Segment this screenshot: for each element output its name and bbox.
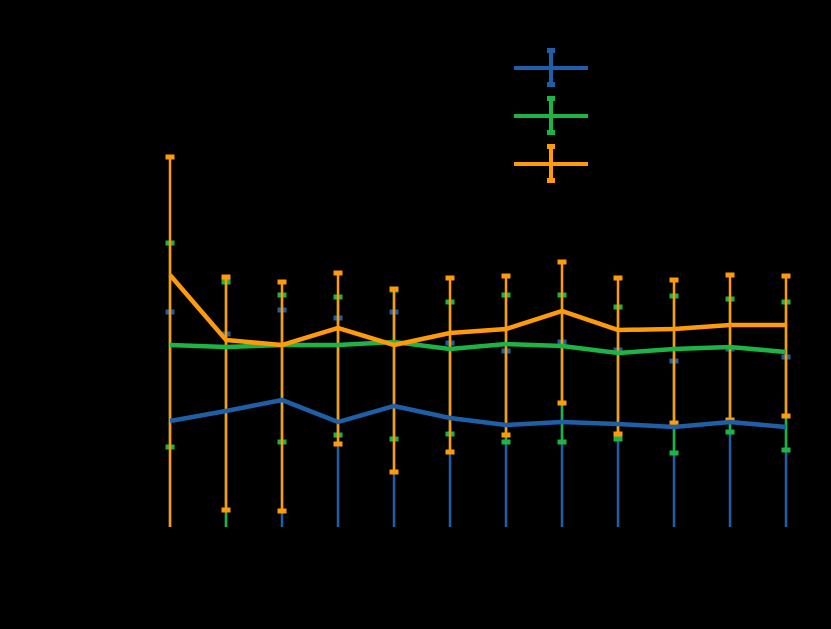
error-bars-series-1 xyxy=(165,307,791,527)
plot-area xyxy=(165,154,791,527)
legend-item-3 xyxy=(514,144,588,183)
line-series-3 xyxy=(168,273,786,348)
legend xyxy=(514,48,588,183)
legend-item-1 xyxy=(514,48,588,87)
legend-item-2 xyxy=(514,96,588,135)
line-series-1 xyxy=(169,397,787,430)
error-bars-series-2 xyxy=(165,240,791,527)
